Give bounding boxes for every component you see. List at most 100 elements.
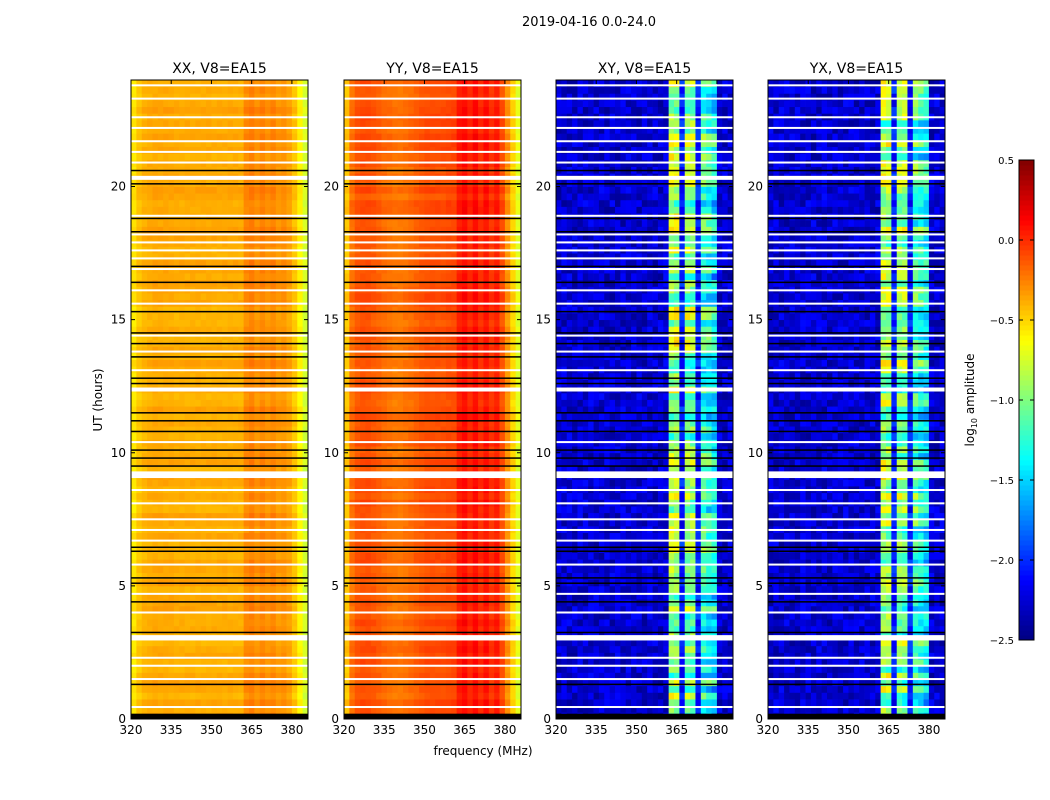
heatmap-cell (232, 86, 239, 94)
heatmap-cell (227, 532, 234, 540)
heatmap-cell (152, 619, 159, 627)
heatmap-cell (419, 452, 425, 460)
heatmap-cell (392, 645, 399, 653)
heatmap-cell (499, 372, 506, 380)
heatmap-cell (286, 545, 293, 553)
heatmap-cell (494, 466, 500, 474)
heatmap-cell (227, 652, 234, 660)
heatmap-cell (354, 592, 361, 600)
heatmap-cell (254, 139, 261, 147)
heatmap-cell (227, 86, 234, 94)
heatmap-cell (157, 99, 164, 108)
heatmap-cell (413, 419, 420, 427)
heatmap-cell (243, 279, 250, 287)
heatmap-cell (254, 572, 261, 580)
heatmap-cell (163, 326, 169, 334)
flagged-line (131, 518, 308, 521)
heatmap-cell (483, 599, 490, 607)
heatmap-cell (265, 186, 271, 194)
heatmap-cell (265, 206, 271, 214)
heatmap-cell (499, 665, 506, 673)
heatmap-cell (440, 399, 447, 407)
heatmap-cell (232, 226, 239, 234)
heatmap-cell (147, 99, 153, 108)
heatmap-cell (211, 206, 218, 214)
heatmap-cell (131, 512, 137, 520)
heatmap-cell (232, 452, 239, 460)
heatmap-cell (376, 645, 382, 653)
heatmap-cell (216, 359, 223, 367)
heatmap-cell (370, 466, 377, 474)
heatmap-cell (243, 519, 250, 527)
heatmap-cell (392, 679, 399, 687)
heatmap-cell (243, 199, 250, 207)
heatmap-cell (232, 126, 239, 134)
heatmap-cell (179, 585, 186, 593)
heatmap-cell (488, 665, 495, 673)
heatmap-cell (291, 466, 298, 474)
heatmap-cell (275, 532, 282, 540)
heatmap-cell (349, 665, 356, 673)
heatmap-cell (152, 585, 159, 593)
heatmap-cell (265, 326, 271, 334)
heatmap-cell (173, 652, 180, 660)
heatmap-cell (243, 605, 250, 613)
heatmap-cell (281, 359, 287, 367)
heatmap-cell (179, 279, 186, 287)
heatmap-cell (392, 565, 399, 573)
heatmap-cell (222, 625, 228, 633)
heatmap-cell (297, 479, 304, 487)
heatmap-cell (386, 685, 393, 693)
heatmap-cell (200, 139, 207, 147)
heatmap-cell (270, 193, 277, 201)
heatmap-cell (494, 565, 500, 573)
heatmap-cell (232, 625, 239, 633)
heatmap-cell (216, 645, 223, 653)
heatmap-cell (152, 233, 159, 241)
heatmap-cell (494, 479, 500, 487)
heatmap-cell (456, 426, 463, 434)
heatmap-cell (249, 699, 255, 707)
heatmap-cell (376, 426, 382, 434)
heatmap-cell (157, 452, 164, 460)
heatmap-cell (408, 392, 415, 400)
heatmap-cell (419, 599, 425, 607)
heatmap-cell (494, 452, 500, 460)
heatmap-cell (504, 539, 511, 547)
heatmap-cell (297, 559, 304, 567)
heatmap-cell (281, 466, 287, 474)
heatmap-cell (232, 106, 239, 114)
heatmap-cell (472, 599, 479, 607)
heatmap-cell (152, 199, 159, 207)
heatmap-cell (281, 199, 287, 207)
heatmap-cell (286, 106, 293, 114)
heatmap-cell (281, 532, 287, 540)
heatmap-cell (163, 359, 169, 367)
heatmap-cell (227, 279, 234, 287)
heatmap-cell (472, 512, 479, 520)
heatmap-cell (297, 599, 304, 607)
heatmap-cell (259, 459, 266, 467)
heatmap-cell (370, 592, 377, 600)
heatmap-cell (397, 539, 404, 547)
heatmap-cell (478, 426, 484, 434)
heatmap-cell (227, 619, 234, 627)
heatmap-cell (227, 612, 234, 620)
heatmap-cell (403, 665, 409, 673)
heatmap-cell (206, 459, 212, 467)
flagged-line (131, 369, 308, 372)
heatmap-cell (211, 406, 218, 414)
heatmap-cell (152, 605, 159, 613)
heatmap-cell (462, 672, 468, 680)
heatmap-cell (243, 359, 250, 367)
heatmap-cell (254, 372, 261, 380)
heatmap-cell (349, 406, 356, 414)
heatmap-cell (349, 399, 356, 407)
heatmap-cell (286, 612, 293, 620)
heatmap-cell (429, 532, 436, 540)
heatmap-cell (408, 406, 415, 414)
heatmap-cell (200, 93, 207, 101)
heatmap-cell (349, 679, 356, 687)
heatmap-cell (157, 705, 164, 713)
heatmap-cell (499, 432, 506, 440)
